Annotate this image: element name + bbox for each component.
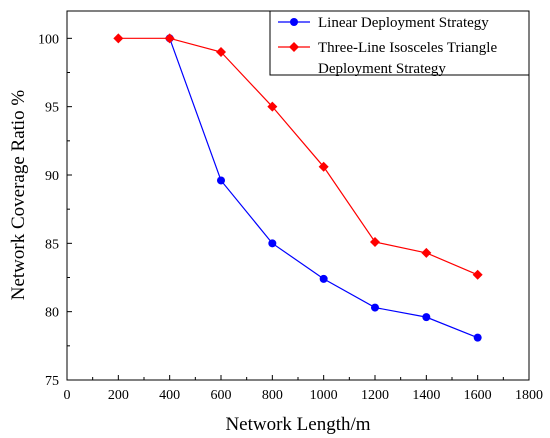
y-tick-label: 80 — [45, 306, 59, 321]
x-tick-label: 600 — [211, 388, 232, 403]
legend-label: Three-Line Isosceles Triangle — [318, 40, 497, 56]
data-point — [472, 269, 483, 280]
data-point — [371, 303, 379, 312]
legend-label: Linear Deployment Strategy — [318, 15, 489, 31]
x-tick-label: 800 — [262, 388, 283, 403]
x-tick-label: 1000 — [310, 388, 338, 403]
legend: Linear Deployment Strategy Three-Line Iso… — [269, 10, 530, 77]
y-axis: 75 80 85 90 95 100 — [38, 32, 72, 389]
x-tick-label: 1200 — [361, 388, 389, 403]
data-point — [268, 239, 277, 248]
data-point — [113, 33, 124, 44]
data-point — [217, 176, 225, 185]
legend-marker — [289, 42, 299, 52]
y-tick-label: 85 — [45, 237, 59, 252]
y-tick-label: 100 — [38, 32, 59, 47]
series-triangle — [113, 33, 483, 280]
data-point — [473, 333, 482, 342]
x-tick-label: 400 — [159, 388, 180, 403]
y-axis-title: Network Coverage Ratio % — [8, 90, 29, 301]
series-linear — [165, 34, 482, 342]
series-layer — [113, 33, 483, 342]
y-tick-label: 95 — [45, 101, 59, 116]
x-tick-label: 1600 — [464, 388, 492, 403]
data-point — [370, 236, 380, 247]
series-line — [169, 38, 478, 339]
data-point — [216, 47, 226, 57]
y-tick-label: 75 — [45, 374, 59, 389]
x-tick-label: 1400 — [412, 388, 440, 403]
legend-marker — [290, 18, 298, 26]
x-axis-title: Network Length/m — [225, 414, 370, 435]
data-point — [319, 274, 328, 283]
x-tick-label: 1800 — [515, 388, 543, 403]
series-line — [118, 37, 478, 276]
data-point — [318, 161, 329, 172]
x-axis: 0 200 400 600 800 1000 1200 1400 1600 1800 — [64, 375, 543, 403]
data-point — [164, 33, 175, 44]
data-point — [422, 313, 431, 322]
data-point — [421, 247, 432, 258]
x-tick-label: 200 — [108, 388, 129, 403]
legend-label: Deployment Strategy — [318, 61, 446, 77]
y-tick-label: 90 — [45, 169, 59, 184]
data-point — [267, 101, 278, 112]
x-tick-label: 0 — [64, 388, 71, 403]
legend-box — [269, 10, 530, 76]
